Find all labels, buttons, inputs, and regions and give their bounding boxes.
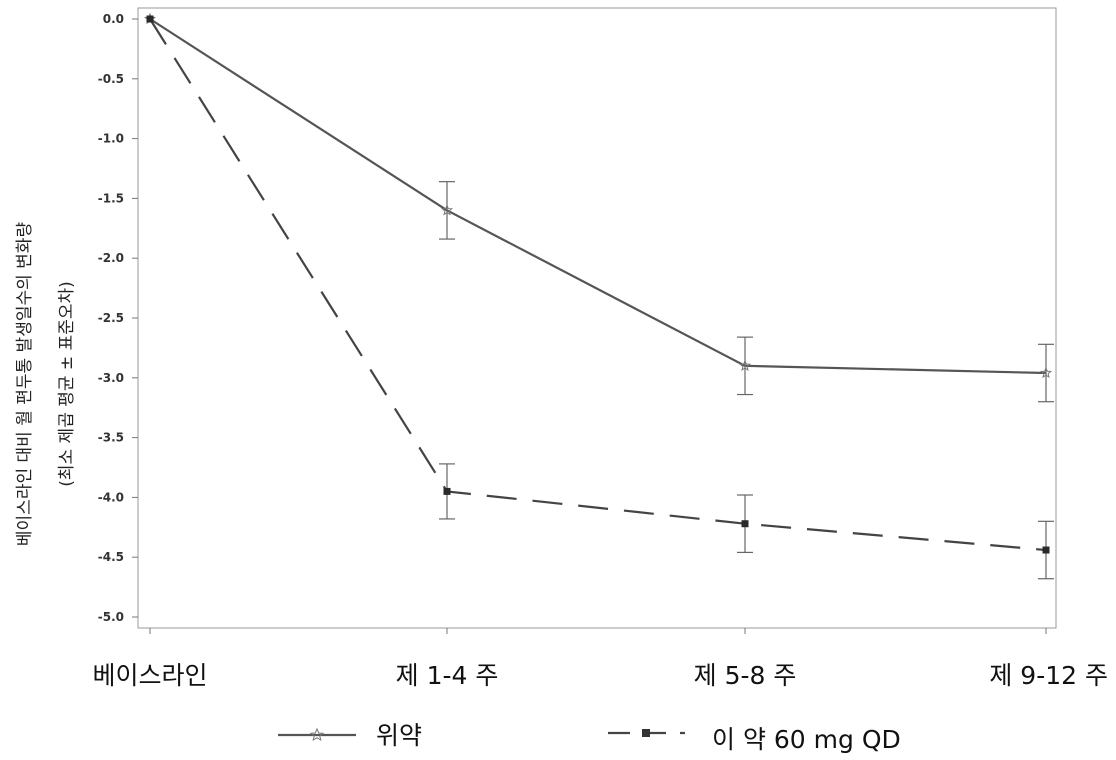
- x-tick-label: 제 5-8 주: [694, 661, 797, 690]
- series-layer: [143, 12, 1054, 580]
- y-tick-label: -0.5: [98, 72, 124, 86]
- y-tick-label: -4.5: [98, 550, 124, 564]
- data-point-star: [440, 204, 454, 216]
- y-axis-label-line2: (최소 제곱 평균 ± 표준오차): [57, 281, 77, 487]
- x-tick-label: 제 1-4 주: [396, 661, 499, 690]
- legend-item-drug: 이 약 60 mg QD: [608, 725, 901, 754]
- series-1: [146, 15, 1054, 580]
- series-line: [149, 18, 1047, 552]
- series-0: [143, 12, 1054, 403]
- y-tick-label: -1.0: [98, 132, 124, 146]
- y-tick-label: -2.0: [98, 251, 124, 265]
- y-tick-label: -4.0: [98, 490, 124, 504]
- legend-placebo-label: 위약: [376, 721, 422, 750]
- y-tick-label: -2.5: [98, 311, 124, 325]
- data-point-star: [1039, 366, 1053, 379]
- x-tick-label: 제 9-12 주: [989, 661, 1108, 690]
- data-point-square: [443, 487, 451, 495]
- series-line: [149, 18, 1047, 375]
- legend-drug-square-icon: [642, 729, 650, 737]
- legend: 위약 이 약 60 mg QD: [278, 721, 901, 754]
- legend-placebo-star-icon: [309, 727, 325, 742]
- data-point-square: [1042, 546, 1050, 554]
- data-point-star: [738, 359, 752, 371]
- x-axis-ticks: 베이스라인 제 1-4 주 제 5-8 주 제 9-12 주: [92, 628, 1108, 690]
- legend-item-placebo: 위약: [278, 721, 422, 750]
- y-tick-label: -5.0: [98, 610, 124, 624]
- x-tick-label: 베이스라인: [92, 661, 207, 690]
- y-tick-label: -3.5: [98, 431, 124, 445]
- y-axis-label-line1: 베이스라인 대비 월 편두통 발생일수의 변화량: [15, 222, 35, 547]
- y-tick-label: 0.0: [103, 12, 124, 26]
- y-tick-label: -1.5: [98, 191, 124, 205]
- data-point-square: [146, 15, 154, 23]
- y-tick-label: -3.0: [98, 371, 124, 385]
- data-point-square: [741, 520, 749, 528]
- y-axis-ticks: 0.0 -0.5 -1.0 -1.5 -2.0 -2.5 -3.0 -3.5 -4.0 -4.5 -…: [98, 12, 138, 624]
- legend-drug-label: 이 약 60 mg QD: [712, 725, 901, 754]
